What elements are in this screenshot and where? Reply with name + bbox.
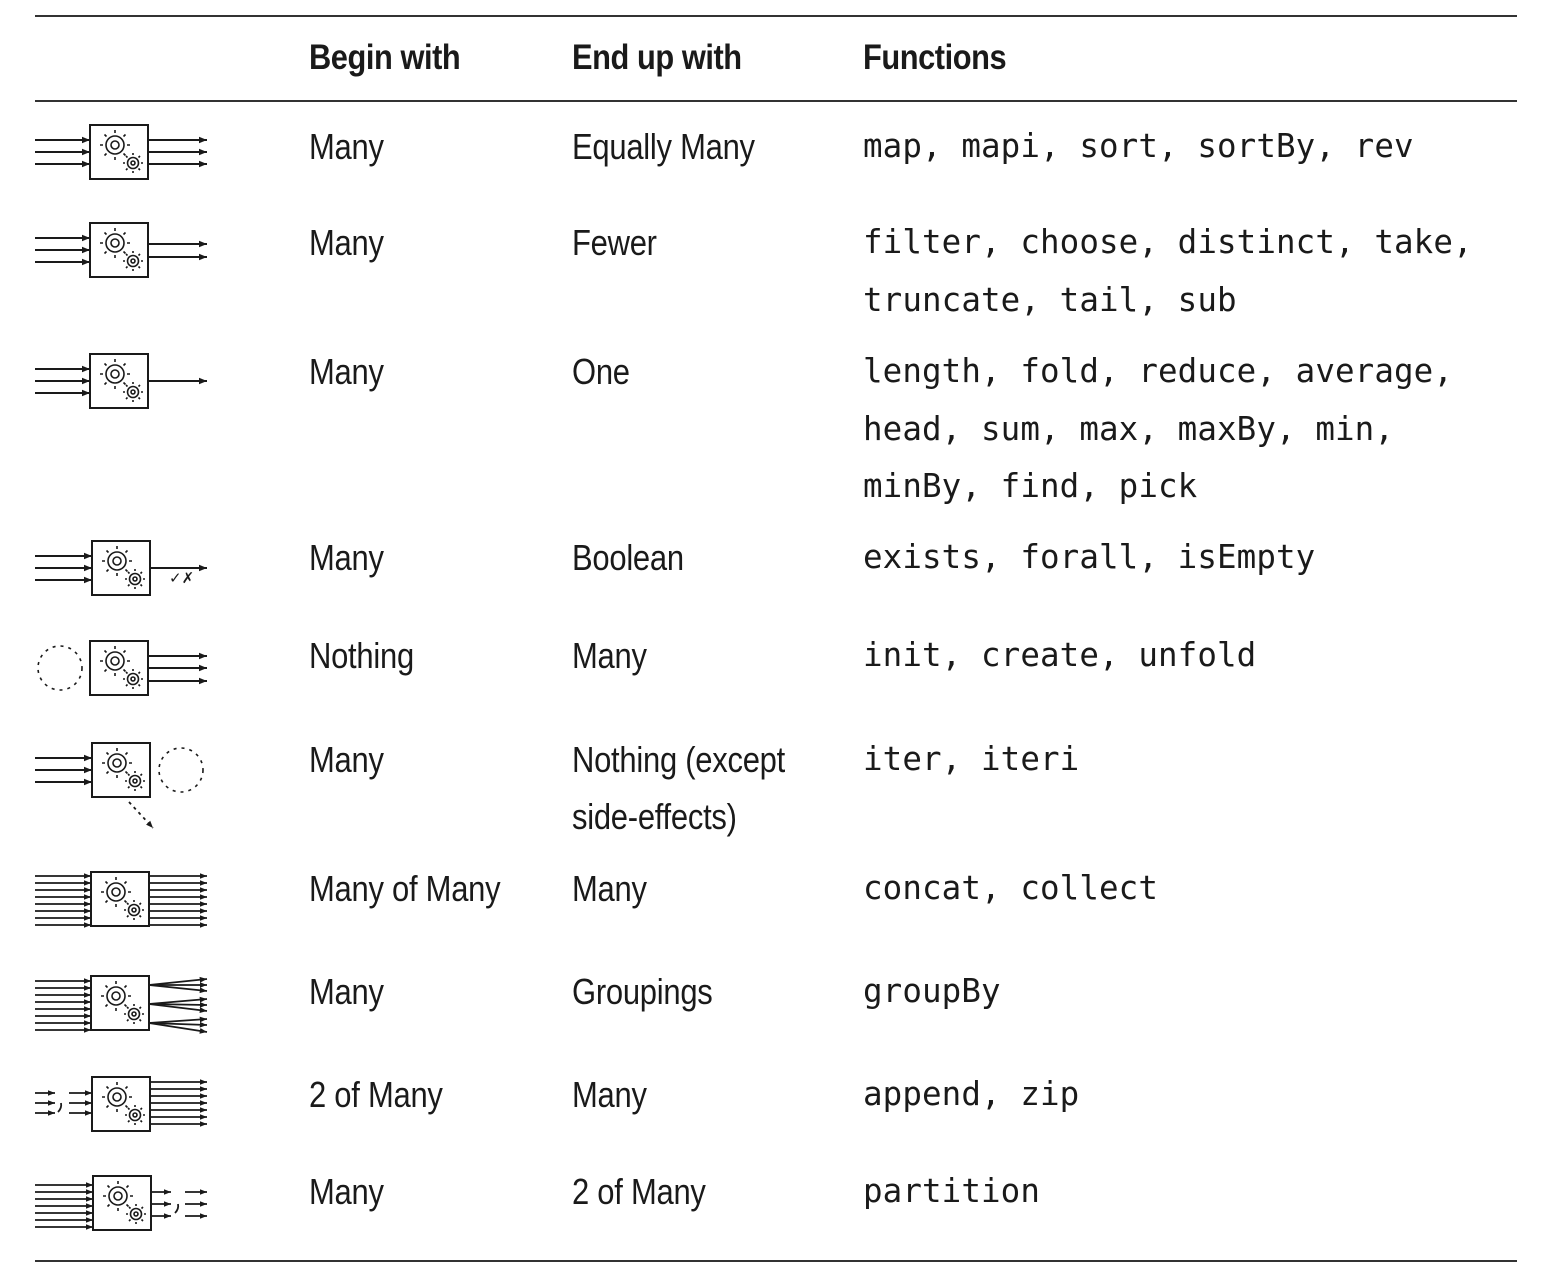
row-6-end: Nothing (except side-effects) <box>572 739 785 837</box>
row-9-begin: 2 of Many <box>309 1074 443 1115</box>
row-5-end: Many <box>572 635 647 676</box>
row-9-functions: append, zip <box>863 1075 1080 1113</box>
iterate-icon <box>33 720 209 829</box>
row-4-functions: exists, forall, isEmpty <box>863 538 1316 576</box>
row-1-functions: map, mapi, sort, sortBy, rev <box>863 127 1414 165</box>
group-icon <box>33 955 209 1055</box>
row-9-end: Many <box>572 1074 647 1115</box>
row-3-begin: Many <box>309 351 384 392</box>
top-rule <box>35 15 1517 17</box>
row-4-end: Boolean <box>572 537 684 578</box>
row-2-begin: Many <box>309 222 384 263</box>
predicate-icon: ✓✗ <box>33 518 209 618</box>
row-1-begin: Many <box>309 126 384 167</box>
row-8-begin: Many <box>309 971 384 1012</box>
check-cross-glyph: ✓✗ <box>169 569 194 587</box>
row-1-end: Equally Many <box>572 126 755 167</box>
row-10-begin: Many <box>309 1171 384 1212</box>
header-end-up-with: End up with <box>572 38 742 77</box>
row-10-functions: partition <box>863 1172 1040 1210</box>
row-4-begin: Many <box>309 537 384 578</box>
header-functions: Functions <box>863 38 1007 77</box>
row-3-functions: length, fold, reduce, average, head, sum… <box>863 352 1453 505</box>
row-7-functions: concat, collect <box>863 869 1158 907</box>
split-icon <box>33 1152 209 1252</box>
bottom-rule <box>35 1260 1517 1262</box>
row-5-functions: init, create, unfold <box>863 636 1257 674</box>
flatten-icon <box>33 852 209 952</box>
row-7-end: Many <box>572 868 647 909</box>
row-8-functions: groupBy <box>863 972 1001 1010</box>
row-6-functions: iter, iteri <box>863 740 1080 778</box>
row-6-begin: Many <box>309 739 384 780</box>
header-rule <box>35 100 1517 102</box>
row-3-end: One <box>572 351 630 392</box>
reduce-icon <box>33 332 209 432</box>
header-begin-with: Begin with <box>309 38 461 77</box>
filter-icon <box>33 202 209 302</box>
generate-icon <box>33 618 209 718</box>
row-10-end: 2 of Many <box>572 1171 706 1212</box>
map-icon <box>33 105 209 205</box>
row-8-end: Groupings <box>572 971 713 1012</box>
row-2-end: Fewer <box>572 222 657 263</box>
row-7-begin: Many of Many <box>309 868 501 909</box>
combine-icon <box>33 1055 209 1155</box>
row-2-functions: filter, choose, distinct, take, truncate… <box>863 223 1473 319</box>
row-5-begin: Nothing <box>309 635 414 676</box>
